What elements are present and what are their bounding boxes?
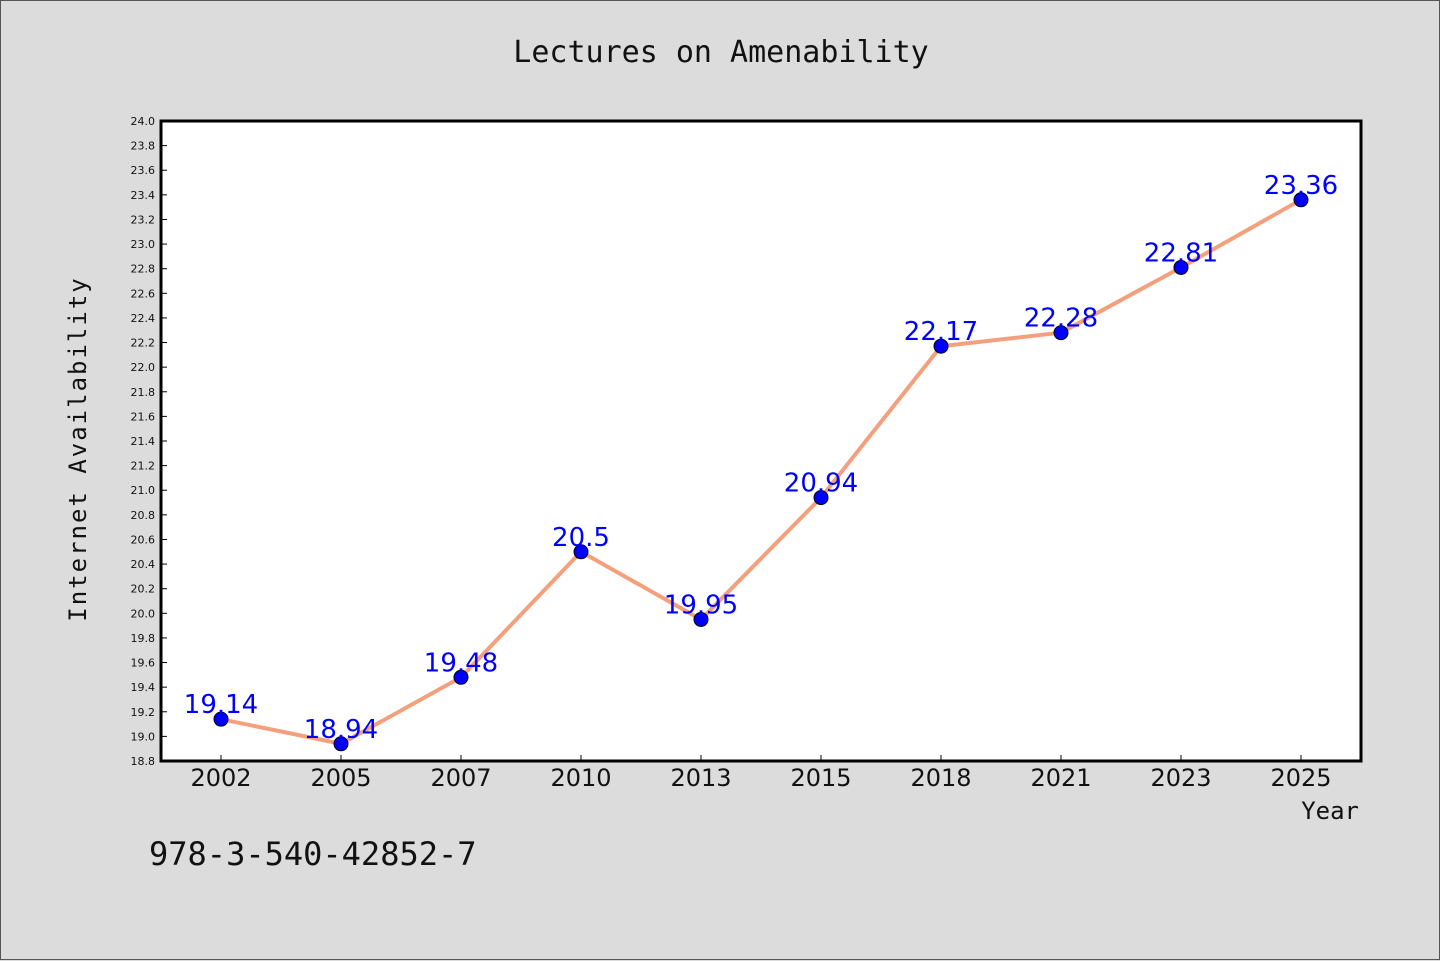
y-tick-label: 23.8	[131, 140, 156, 153]
data-point	[333, 736, 349, 752]
x-tick-label: 2018	[910, 764, 971, 792]
data-label: 19.95	[664, 590, 738, 620]
y-tick-label: 21.4	[131, 435, 156, 448]
y-tick-label: 23.2	[131, 213, 156, 226]
y-tick-label: 21.6	[131, 410, 156, 423]
data-point	[1173, 259, 1189, 275]
data-point	[453, 669, 469, 685]
y-tick-label: 19.2	[131, 706, 156, 719]
plot-area	[159, 119, 1363, 763]
y-tick-label: 20.6	[131, 533, 156, 546]
data-label: 18.94	[304, 715, 378, 745]
data-point	[693, 611, 709, 627]
x-tick-label: 2023	[1150, 764, 1211, 792]
x-tick-label: 2021	[1030, 764, 1091, 792]
y-tick-label: 22.8	[131, 263, 156, 276]
y-tick-label: 18.8	[131, 755, 156, 768]
isbn-text: 978-3-540-42852-7	[149, 835, 477, 873]
y-tick-label: 21.2	[131, 460, 156, 473]
x-tick-label: 2015	[790, 764, 851, 792]
series-line	[220, 198, 1302, 746]
x-tick-label: 2010	[550, 764, 611, 792]
y-tick-label: 21.0	[131, 484, 156, 497]
y-tick-label: 23.6	[131, 164, 156, 177]
data-point	[1053, 325, 1069, 341]
data-label: 19.48	[424, 648, 498, 678]
x-axis-label: Year	[1301, 797, 1359, 825]
y-tick-label: 22.6	[131, 287, 156, 300]
x-tick-label: 2007	[430, 764, 491, 792]
y-tick-label: 24.0	[131, 115, 156, 128]
chart-title: Lectures on Amenability	[513, 35, 929, 70]
data-label: 22.28	[1024, 304, 1098, 334]
y-tick-label: 20.8	[131, 509, 156, 522]
x-tick-label: 2005	[310, 764, 371, 792]
y-tick-label: 23.4	[131, 189, 156, 202]
y-tick-label: 19.4	[131, 681, 156, 694]
data-label: 22.17	[904, 317, 978, 347]
data-label: 20.94	[784, 469, 858, 499]
y-tick-label: 19.8	[131, 632, 156, 645]
data-label: 22.81	[1144, 238, 1218, 268]
x-tick-label: 2013	[670, 764, 731, 792]
y-tick-label: 22.0	[131, 361, 156, 374]
data-point	[933, 338, 949, 354]
x-tick-label: 2025	[1270, 764, 1331, 792]
y-tick-label: 23.0	[131, 238, 156, 251]
y-tick-label: 20.4	[131, 558, 156, 571]
data-label: 20.5	[552, 523, 610, 553]
y-tick-label: 19.6	[131, 657, 156, 670]
data-point	[813, 490, 829, 506]
data-label: 23.36	[1264, 171, 1338, 201]
x-tick-label: 2002	[190, 764, 251, 792]
data-label: 19.14	[184, 690, 258, 720]
y-tick-label: 21.8	[131, 386, 156, 399]
y-tick-label: 20.0	[131, 607, 156, 620]
y-tick-label: 19.0	[131, 730, 156, 743]
data-point	[213, 711, 229, 727]
y-tick-label: 22.2	[131, 337, 156, 350]
data-point	[573, 544, 589, 560]
y-tick-label: 20.2	[131, 583, 156, 596]
data-point	[1293, 192, 1309, 208]
y-tick-label: 22.4	[131, 312, 156, 325]
